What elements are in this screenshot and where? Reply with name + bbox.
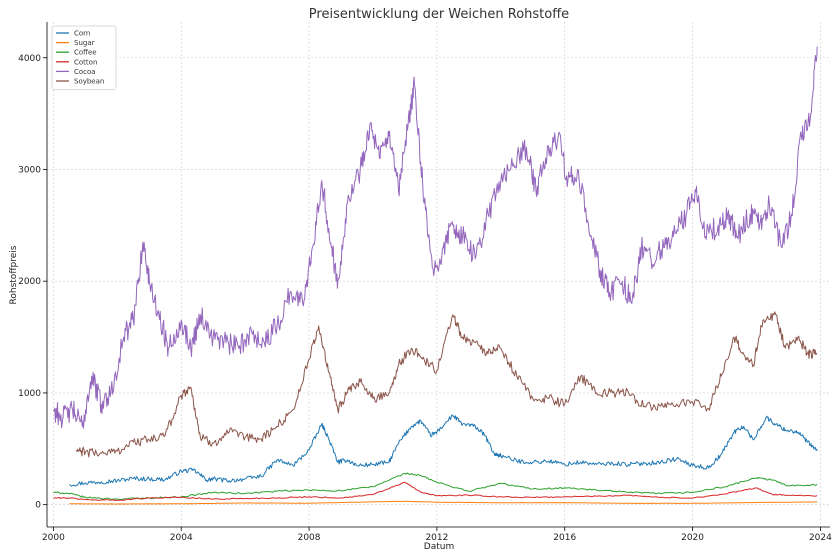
x-tick-label: 2024 <box>809 533 832 543</box>
legend-label: Cocoa <box>74 68 96 76</box>
series-line-soybean <box>75 311 818 458</box>
series-lines <box>52 46 818 505</box>
grid <box>47 22 830 527</box>
ticks: 2000 2004 2008 2012 2016 2020 2024 0 1000 2000 300… <box>18 54 832 543</box>
x-tick-label: 2004 <box>170 533 193 543</box>
x-axis-label: Datum <box>424 542 454 552</box>
legend-label: Corn <box>74 30 90 38</box>
chart-title: Preisentwicklung der Weichen Rohstoffe <box>309 7 569 22</box>
x-tick-label: 2016 <box>553 533 576 543</box>
axes <box>46 22 830 528</box>
x-tick-label: 2008 <box>298 533 321 543</box>
legend-label: Cotton <box>74 58 97 66</box>
series-line-sugar <box>69 500 818 505</box>
legend-box <box>51 25 117 90</box>
series-line-cotton <box>53 481 818 501</box>
series-line-cocoa <box>52 46 818 429</box>
y-tick-label: 1000 <box>18 389 41 399</box>
legend-label: Sugar <box>74 39 95 47</box>
y-tick-label: 0 <box>35 501 41 511</box>
legend-label: Soybean <box>74 78 104 86</box>
series-line-corn <box>69 414 818 487</box>
x-tick-label: 2020 <box>681 533 704 543</box>
y-tick-label: 4000 <box>18 54 41 64</box>
y-tick-label: 3000 <box>18 165 41 175</box>
y-axis-label: Rohstoffpreis <box>9 245 19 304</box>
legend-label: Coffee <box>74 49 97 57</box>
x-tick-label: 2012 <box>425 533 448 543</box>
x-tick-label: 2000 <box>42 533 65 543</box>
y-tick-label: 2000 <box>18 277 41 287</box>
